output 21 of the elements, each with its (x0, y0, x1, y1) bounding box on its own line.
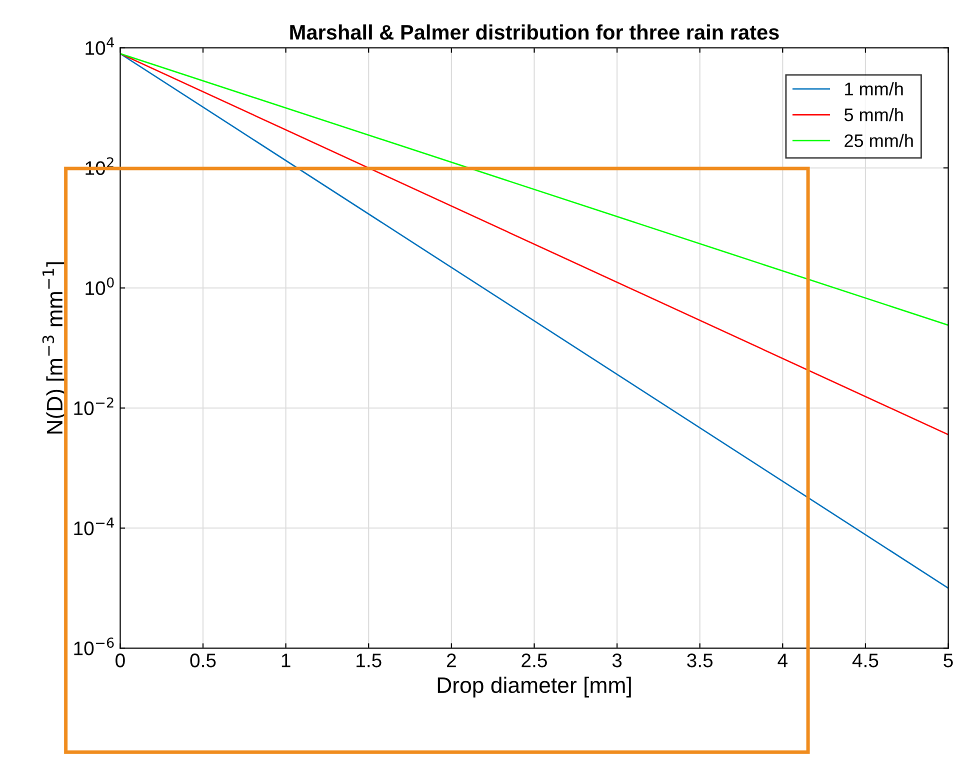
x-tick-label: 0.5 (190, 654, 216, 668)
x-axis-title: Drop diameter [mm] (438, 676, 631, 698)
x-tick-label: 5 (944, 654, 953, 668)
x-tick-label: 4 (778, 654, 788, 668)
legend-label: 5 mm/h (844, 108, 903, 122)
x-tick-label: 0 (116, 654, 125, 668)
legend-label: 1 mm/h (845, 82, 903, 96)
y-tick-label: 10$^{−6}$ (74, 638, 114, 656)
x-tick-label: 1 (282, 654, 290, 668)
x-tick-label: 4.5 (852, 654, 878, 668)
x-tick-label: 3 (612, 654, 622, 668)
chart-title: Marshall & Palmer distribution for three rain rates (290, 24, 779, 40)
legend-label: 25 mm/h (844, 134, 913, 148)
y-tick-label: 10$^{4}$ (86, 37, 114, 55)
x-tick-label: 3.5 (687, 654, 713, 668)
x-tick-label: 2.5 (522, 654, 547, 668)
x-tick-label: 1.5 (356, 654, 382, 668)
y-tick-label: 10$^{0}$ (86, 277, 114, 296)
x-tick-label: 2 (447, 654, 456, 668)
y-tick-label: 10$^{−2}$ (74, 397, 114, 416)
y-tick-label: 10$^{−4}$ (74, 518, 114, 536)
